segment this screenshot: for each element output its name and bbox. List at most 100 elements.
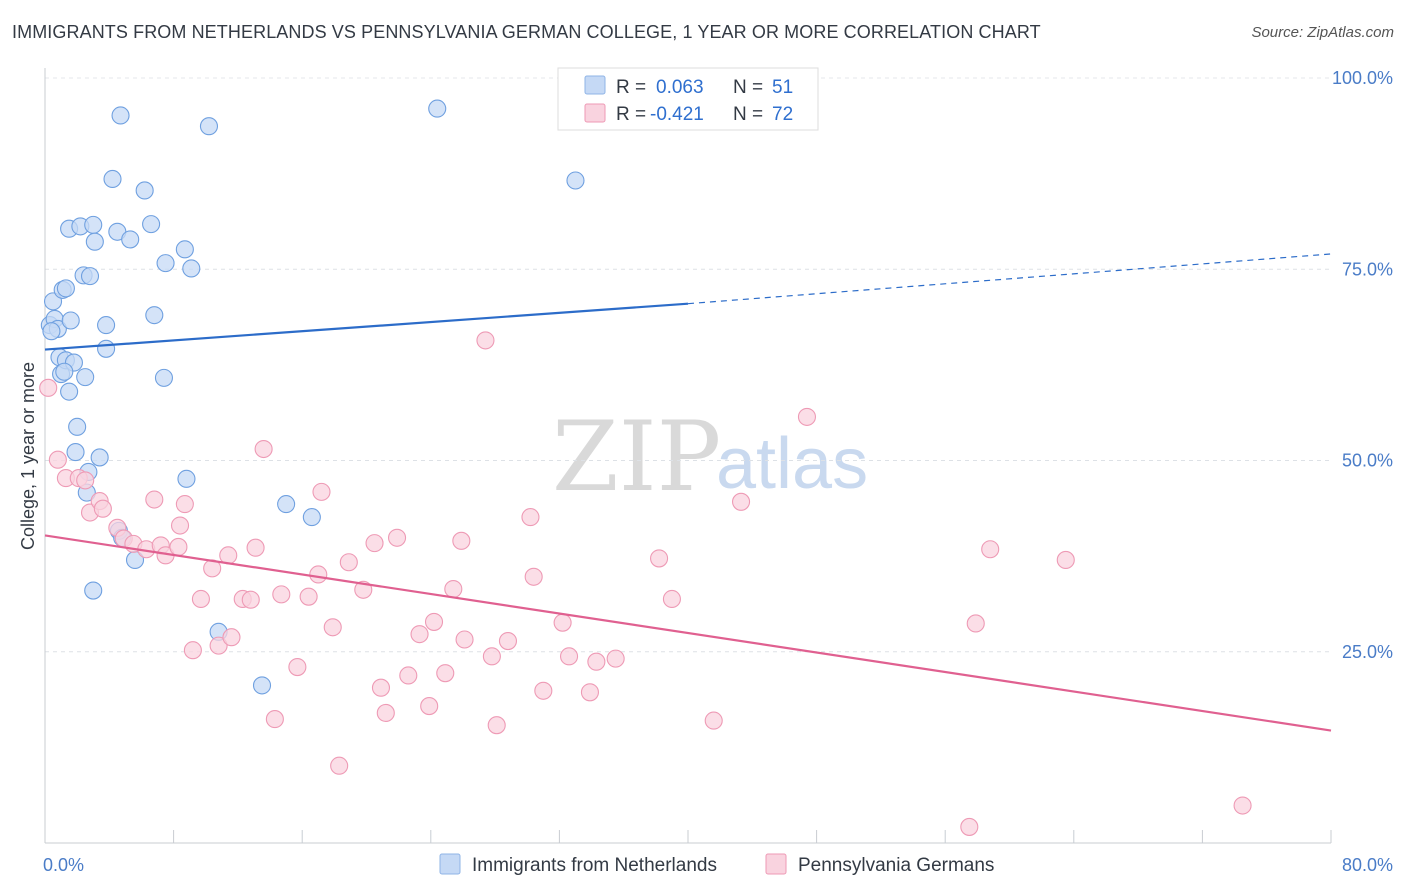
point-netherlands xyxy=(84,581,103,600)
point-pa-germans xyxy=(452,531,471,550)
point-pa-germans xyxy=(436,664,455,683)
point-netherlands xyxy=(135,181,154,200)
point-netherlands xyxy=(97,316,116,335)
point-pa-germans xyxy=(330,756,349,775)
point-pa-germans xyxy=(731,492,751,511)
trend-line-pa-germans xyxy=(44,534,1332,732)
point-pa-germans xyxy=(580,683,599,702)
point-pa-germans xyxy=(498,631,518,651)
y-tick-label: 100.0% xyxy=(1332,68,1393,88)
y-tick-label: 75.0% xyxy=(1342,259,1393,279)
point-pa-germans xyxy=(339,553,358,572)
point-netherlands xyxy=(42,322,61,341)
point-pa-germans xyxy=(476,331,495,350)
watermark-atlas: atlas xyxy=(716,424,868,504)
point-pa-germans xyxy=(524,567,543,586)
point-pa-germans xyxy=(704,711,723,730)
point-pa-germans xyxy=(1233,796,1252,815)
point-netherlands xyxy=(61,311,80,330)
point-pa-germans xyxy=(559,647,579,666)
point-netherlands xyxy=(199,117,219,136)
point-netherlands xyxy=(55,362,74,381)
point-netherlands xyxy=(428,99,447,118)
point-pa-germans xyxy=(309,565,328,584)
point-pa-germans xyxy=(48,450,67,469)
point-pa-germans xyxy=(797,407,817,426)
point-pa-germans xyxy=(312,482,331,501)
point-pa-germans xyxy=(1056,550,1075,570)
point-pa-germans xyxy=(662,589,681,609)
point-netherlands xyxy=(121,230,140,249)
legend-swatch-pa-germans xyxy=(584,103,606,123)
point-netherlands xyxy=(97,339,116,358)
point-pa-germans xyxy=(272,585,291,604)
y-axis-label: College, 1 year or more xyxy=(18,362,38,550)
legend-r-value-2: -0.421 xyxy=(650,104,704,125)
point-netherlands xyxy=(177,469,196,488)
point-pa-germans xyxy=(444,579,463,599)
point-netherlands xyxy=(56,279,75,298)
point-pa-germans xyxy=(209,636,228,655)
point-pa-germans xyxy=(93,499,112,518)
point-pa-germans xyxy=(424,612,444,631)
trend-lines xyxy=(44,253,1332,732)
point-pa-germans xyxy=(299,587,318,606)
series-legend: Immigrants from Netherlands Pennsylvania… xyxy=(439,853,994,876)
watermark-zip: ZIP xyxy=(552,401,721,513)
y-tick-label: 25.0% xyxy=(1342,642,1393,662)
point-netherlands xyxy=(302,508,321,527)
point-pa-germans xyxy=(387,528,407,547)
axes xyxy=(44,68,1332,844)
point-pa-germans xyxy=(145,490,164,509)
point-pa-germans xyxy=(175,495,194,514)
chart-title: IMMIGRANTS FROM NETHERLANDS VS PENNSYLVA… xyxy=(12,22,1041,42)
point-netherlands xyxy=(142,215,161,234)
point-netherlands xyxy=(85,232,104,251)
point-pa-germans xyxy=(169,537,188,556)
point-netherlands xyxy=(103,169,122,189)
point-pa-germans xyxy=(487,716,506,735)
point-pa-germans xyxy=(455,630,474,649)
point-pa-germans xyxy=(376,703,395,723)
point-netherlands xyxy=(182,259,201,278)
point-netherlands xyxy=(80,267,100,286)
point-pa-germans xyxy=(183,641,202,660)
point-pa-germans xyxy=(241,590,260,609)
point-netherlands xyxy=(175,240,194,259)
point-pa-germans xyxy=(323,618,342,637)
point-netherlands xyxy=(84,215,103,234)
trend-line-netherlands xyxy=(44,302,689,351)
correlation-legend: R = 0.063 N = 51 N = R = -0.421 72 xyxy=(557,67,819,131)
point-pa-germans xyxy=(410,625,429,644)
point-netherlands xyxy=(252,676,272,695)
point-netherlands xyxy=(277,495,296,514)
legend-r-label-2: N = xyxy=(733,104,763,125)
point-netherlands xyxy=(154,368,174,387)
point-pa-germans xyxy=(39,378,58,397)
point-pa-germans xyxy=(521,508,540,527)
legend-r-label-1: R = xyxy=(616,77,646,98)
point-pa-germans xyxy=(191,589,210,609)
point-pa-germans xyxy=(553,613,572,632)
series-legend-swatch-pa-germans xyxy=(765,853,787,875)
point-netherlands xyxy=(566,171,585,190)
point-netherlands xyxy=(90,448,109,467)
x-tick-label: 0.0% xyxy=(43,855,84,875)
point-netherlands xyxy=(145,306,164,325)
point-pa-germans xyxy=(534,681,553,700)
x-tick-labels: 0.0% 80.0% xyxy=(43,855,1393,875)
series-legend-swatch-netherlands xyxy=(439,853,461,875)
point-pa-germans xyxy=(966,614,985,633)
point-pa-germans xyxy=(254,439,273,459)
series-legend-label-pa-germans: Pennsylvania Germans xyxy=(798,855,994,876)
point-pa-germans xyxy=(420,697,439,716)
point-netherlands xyxy=(68,417,87,436)
point-pa-germans xyxy=(587,652,606,671)
trend-line-netherlands-extension xyxy=(687,253,1332,305)
legend-swatch-netherlands xyxy=(584,75,606,95)
point-netherlands xyxy=(156,254,175,273)
legend-r-value-1: 0.063 xyxy=(656,77,704,98)
point-pa-germans xyxy=(981,540,1000,559)
point-pa-germans xyxy=(246,538,265,557)
